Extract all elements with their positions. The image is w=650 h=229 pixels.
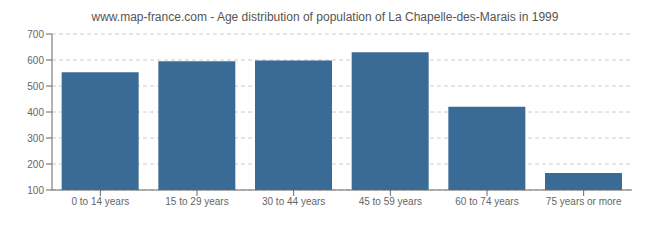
svg-text:200: 200 [27, 159, 44, 170]
svg-text:30 to 44 years: 30 to 44 years [262, 196, 325, 207]
svg-text:100: 100 [27, 185, 44, 196]
svg-text:15 to 29 years: 15 to 29 years [165, 196, 228, 207]
svg-text:60 to 74 years: 60 to 74 years [455, 196, 518, 207]
svg-text:700: 700 [27, 29, 44, 40]
svg-text:0 to 14 years: 0 to 14 years [71, 196, 129, 207]
svg-text:600: 600 [27, 55, 44, 66]
svg-text:45 to 59 years: 45 to 59 years [359, 196, 422, 207]
svg-text:300: 300 [27, 133, 44, 144]
html-text:www.map-france.com - Age distr: www.map-france.com - Age distribution of… [91, 10, 559, 24]
svg-text:75 years or more: 75 years or more [546, 196, 622, 207]
svg-text:400: 400 [27, 107, 44, 118]
svg-text:500: 500 [27, 81, 44, 92]
